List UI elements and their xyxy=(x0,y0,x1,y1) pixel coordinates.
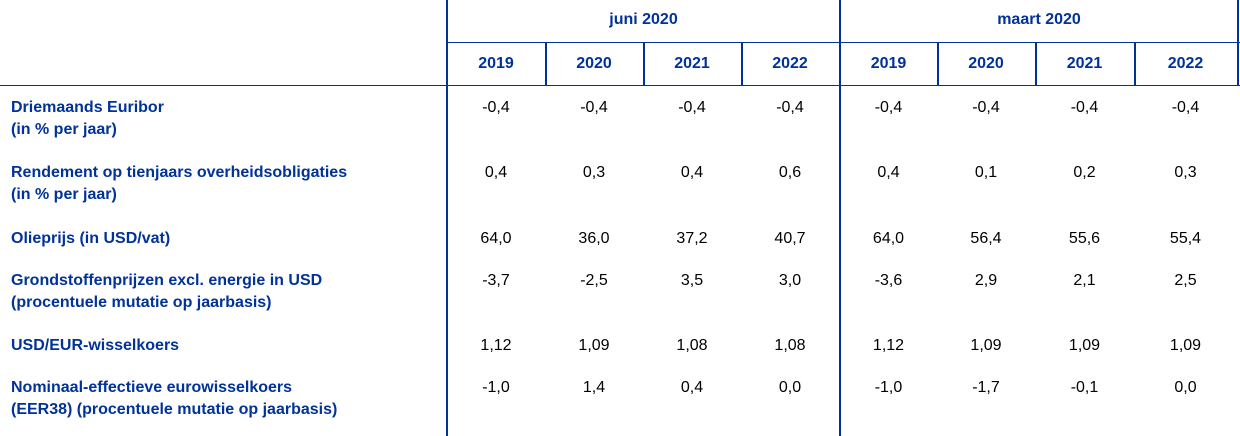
year-header: 2022 xyxy=(1167,55,1204,72)
table-cell: -0,4 xyxy=(482,99,510,116)
table-cell: 2,5 xyxy=(1174,272,1197,289)
table-cell: 1,09 xyxy=(970,337,1002,354)
table-cell: -3,7 xyxy=(482,272,510,289)
row-label-line: (in % per jaar) xyxy=(11,121,117,138)
year-header: 2022 xyxy=(772,55,808,72)
row-label-line: (procentuele mutatie op jaarbasis) xyxy=(11,294,272,311)
divider xyxy=(741,42,743,85)
divider xyxy=(839,0,841,436)
table-cell: 1,12 xyxy=(480,337,512,354)
table-cell: -2,5 xyxy=(580,272,608,289)
row-label-line: Nominaal-effectieve eurowisselkoers xyxy=(11,379,293,396)
group-header-march: maart 2020 xyxy=(997,11,1081,28)
table-cell: 2,9 xyxy=(974,272,998,289)
table-cell: -0,4 xyxy=(972,99,1000,116)
table-cell: 0,3 xyxy=(1174,164,1197,181)
divider xyxy=(446,42,1240,43)
table-cell: -0,4 xyxy=(678,99,706,116)
table-cell: 1,12 xyxy=(872,337,905,354)
table-cell: 1,4 xyxy=(582,379,606,396)
table-cell: -0,1 xyxy=(1070,379,1099,396)
table-cell: 0,3 xyxy=(582,164,606,181)
table-cell: 1,08 xyxy=(676,337,708,354)
divider xyxy=(446,0,448,436)
table-cell: 40,7 xyxy=(774,230,806,247)
table-cell: 2,1 xyxy=(1073,272,1096,289)
table-cell: 0,4 xyxy=(680,379,704,396)
table-cell: 0,6 xyxy=(778,164,802,181)
row-label: Driemaands Euribor (in % per jaar) xyxy=(11,97,164,141)
table-cell: 37,2 xyxy=(676,230,708,247)
year-header: 2021 xyxy=(1066,55,1103,72)
divider xyxy=(0,85,1240,86)
year-header: 2019 xyxy=(478,55,514,72)
row-label: Nominaal-effectieve eurowisselkoers (EER3… xyxy=(11,377,337,421)
table-cell: 0,0 xyxy=(1174,379,1197,396)
table-cell: -0,4 xyxy=(1171,99,1200,116)
group-header-june: juni 2020 xyxy=(609,11,678,28)
table-cell: 1,09 xyxy=(1169,337,1202,354)
table-cell: -0,4 xyxy=(1070,99,1099,116)
table-cell: 0,4 xyxy=(484,164,508,181)
table-cell: 1,09 xyxy=(578,337,610,354)
table-cell: 64,0 xyxy=(480,230,512,247)
row-label-line: Grondstoffenprijzen excl. energie in USD xyxy=(11,272,323,289)
table-cell: 3,5 xyxy=(680,272,704,289)
table-cell: 1,09 xyxy=(1068,337,1101,354)
row-label-line: Rendement op tienjaars overheidsobligati… xyxy=(11,164,348,181)
row-label-line: (EER38) (procentuele mutatie op jaarbasi… xyxy=(11,401,338,418)
row-label-line: USD/EUR-wisselkoers xyxy=(11,337,180,354)
table-cell: 0,2 xyxy=(1073,164,1096,181)
year-header: 2019 xyxy=(870,55,907,72)
table-cell: 0,0 xyxy=(778,379,802,396)
divider xyxy=(937,42,939,85)
table-cell: 55,4 xyxy=(1169,230,1202,247)
table-cell: -0,4 xyxy=(776,99,804,116)
row-label: Grondstoffenprijzen excl. energie in USD… xyxy=(11,270,322,314)
table-cell: -1,7 xyxy=(972,379,1000,396)
year-header: 2021 xyxy=(674,55,710,72)
table-cell: 1,08 xyxy=(774,337,806,354)
table-cell: -0,4 xyxy=(580,99,608,116)
row-label-line: (in % per jaar) xyxy=(11,186,117,203)
divider xyxy=(1035,42,1037,85)
table-cell: -0,4 xyxy=(874,99,903,116)
table-cell: -1,0 xyxy=(482,379,510,396)
row-label-line: Olieprijs (in USD/vat) xyxy=(11,230,171,247)
table-cell: 55,6 xyxy=(1068,230,1101,247)
year-header: 2020 xyxy=(968,55,1004,72)
divider xyxy=(643,42,645,85)
row-label-line: Driemaands Euribor xyxy=(11,99,164,116)
divider xyxy=(545,42,547,85)
table-cell: -1,0 xyxy=(874,379,903,396)
table-cell: 0,4 xyxy=(877,164,900,181)
row-label: USD/EUR-wisselkoers xyxy=(11,335,179,357)
year-header: 2020 xyxy=(576,55,612,72)
table-cell: 64,0 xyxy=(872,230,905,247)
table-cell: 0,4 xyxy=(680,164,704,181)
row-label: Olieprijs (in USD/vat) xyxy=(11,228,170,250)
table-cell: -3,6 xyxy=(874,272,903,289)
table-cell: 3,0 xyxy=(778,272,802,289)
table-cell: 36,0 xyxy=(578,230,610,247)
row-label: Rendement op tienjaars overheidsobligati… xyxy=(11,162,347,206)
table-cell: 0,1 xyxy=(974,164,998,181)
table-cell: 56,4 xyxy=(970,230,1002,247)
divider xyxy=(1134,42,1136,85)
